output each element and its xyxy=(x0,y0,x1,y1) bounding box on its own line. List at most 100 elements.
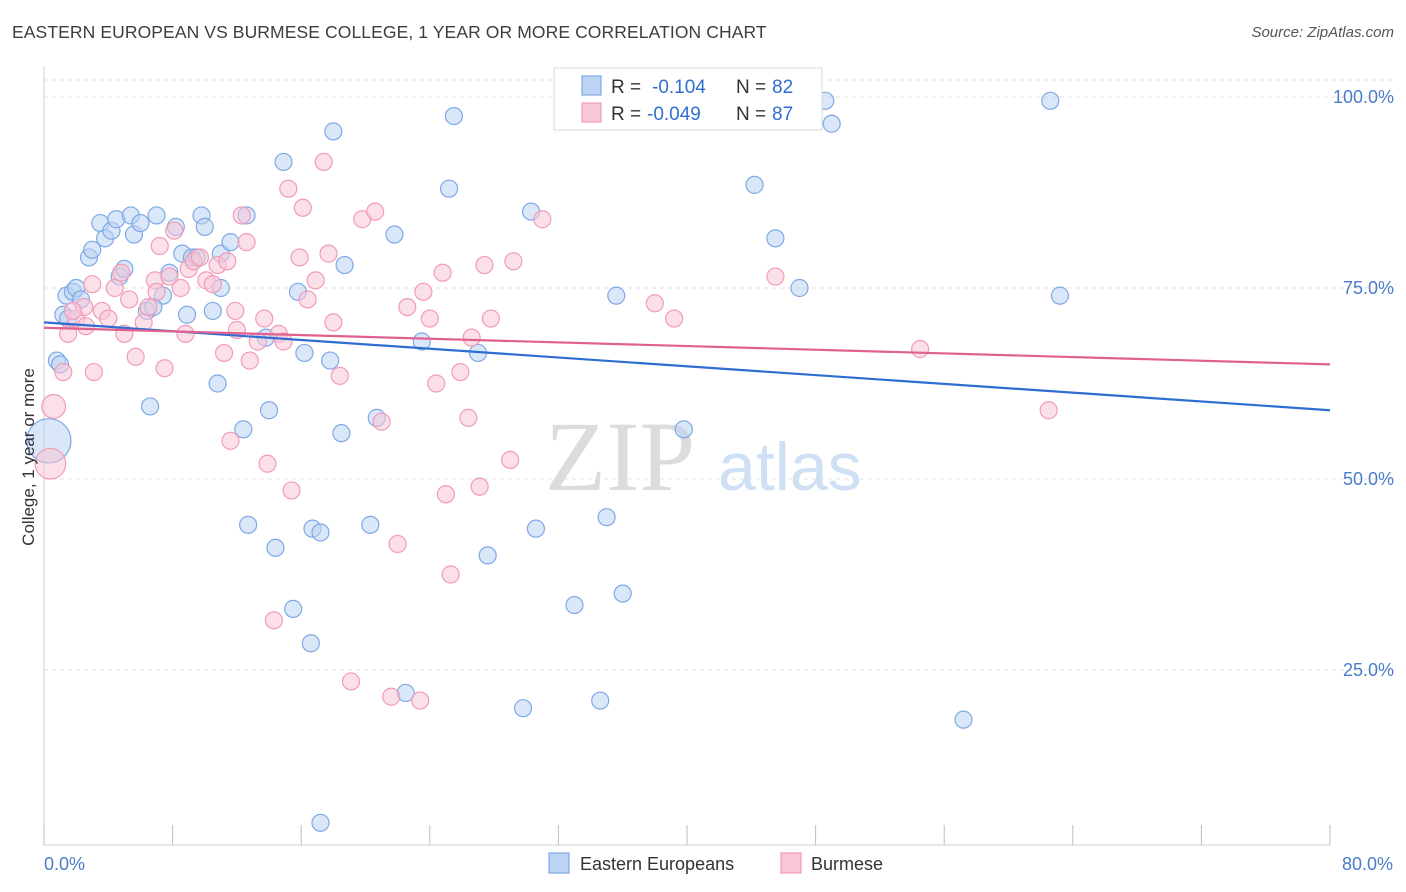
burmese-point xyxy=(366,202,385,221)
gridlines xyxy=(44,79,1395,671)
series-burmese-points xyxy=(34,87,1058,710)
eastern-europeans-point xyxy=(361,515,380,534)
eastern-europeans-point xyxy=(140,397,160,416)
burmese-point xyxy=(533,210,552,229)
eastern-europeans-point xyxy=(444,106,464,126)
stats-legend-swatch-eastern xyxy=(581,75,602,96)
burmese-point xyxy=(475,255,494,275)
eastern-europeans-point xyxy=(266,538,285,557)
eastern-europeans-point xyxy=(822,114,841,133)
stats-n-label-eastern: N = xyxy=(736,77,766,98)
burmese-point xyxy=(150,236,169,256)
burmese-point xyxy=(155,359,174,378)
burmese-point xyxy=(99,309,118,328)
burmese-point xyxy=(279,179,298,198)
burmese-point xyxy=(306,271,325,290)
eastern-europeans-point xyxy=(239,515,258,534)
burmese-point xyxy=(293,198,312,217)
axes xyxy=(43,66,1331,846)
burmese-point xyxy=(84,362,103,382)
burmese-point xyxy=(665,309,684,328)
eastern-europeans-point xyxy=(177,305,197,324)
eastern-europeans-point xyxy=(335,255,354,275)
stats-legend: R = -0.104 N = 82 R = -0.049 N = 87 xyxy=(553,67,823,131)
eastern-europeans-point xyxy=(295,343,314,363)
trendlines xyxy=(43,321,1331,412)
eastern-europeans-point xyxy=(234,420,253,439)
y-tick-label: 25.0% xyxy=(1343,660,1394,680)
chart-source: Source: ZipAtlas.com xyxy=(1251,24,1394,41)
burmese-point xyxy=(240,351,259,370)
burmese-point xyxy=(910,340,930,359)
burmese-point xyxy=(420,309,439,328)
burmese-point xyxy=(165,221,184,240)
tick-labels: 25.0% 50.0% 75.0% 100.0% 0.0% 80.0% xyxy=(44,87,1394,874)
watermark-atlas: atlas xyxy=(718,429,862,505)
y-tick-label: 50.0% xyxy=(1343,469,1394,489)
burmese-point xyxy=(112,263,131,282)
eastern-europeans-point xyxy=(478,546,497,565)
burmese-point xyxy=(63,301,83,321)
eastern-europeans-point xyxy=(513,699,533,718)
eastern-europeans-point xyxy=(324,122,343,141)
watermark: ZIP atlas xyxy=(545,401,862,512)
burmese-point xyxy=(226,301,245,321)
burmese-point xyxy=(504,252,523,271)
eastern-europeans-point xyxy=(301,634,320,653)
burmese-point xyxy=(171,278,190,298)
eastern-europeans-point xyxy=(274,152,293,172)
legend-swatch-burmese xyxy=(780,852,802,874)
chart-title: EASTERN EUROPEAN VS BURMESE COLLEGE, 1 Y… xyxy=(12,22,767,42)
stats-n-label-burmese: N = xyxy=(736,104,766,125)
stats-n-value-burmese: 87 xyxy=(772,104,793,125)
burmese-point xyxy=(147,282,166,301)
burmese-point xyxy=(41,393,67,419)
burmese-point xyxy=(160,267,179,286)
burmese-point xyxy=(232,206,251,225)
stats-r-label-burmese: R = xyxy=(611,104,641,125)
y-axis-title: College, 1 year or more xyxy=(19,368,38,546)
eastern-europeans-point xyxy=(83,240,102,259)
eastern-europeans-point xyxy=(321,351,340,370)
burmese-point xyxy=(264,611,283,630)
burmese-point xyxy=(120,290,139,309)
burmese-point xyxy=(139,298,158,317)
eastern-europeans-point xyxy=(385,225,404,244)
burmese-point xyxy=(382,687,401,706)
legend-swatch-eastern-europeans xyxy=(548,852,570,874)
y-tick-label: 100.0% xyxy=(1333,87,1394,107)
stats-r-value-eastern: -0.104 xyxy=(652,77,706,98)
burmese-point xyxy=(190,248,210,267)
burmese-point xyxy=(451,362,470,382)
eastern-europeans-point xyxy=(1041,91,1060,110)
burmese-point xyxy=(324,313,343,332)
burmese-point xyxy=(54,362,73,382)
burmese-point xyxy=(282,481,301,500)
eastern-europeans-point xyxy=(565,595,584,615)
burmese-point xyxy=(290,248,309,267)
burmese-point xyxy=(83,275,102,294)
eastern-europeans-point xyxy=(613,584,632,603)
eastern-europeans-point xyxy=(195,217,214,236)
eastern-europeans-point xyxy=(131,213,150,233)
burmese-point xyxy=(501,450,520,469)
burmese-point xyxy=(436,485,455,504)
watermark-zip: ZIP xyxy=(545,401,695,512)
burmese-point xyxy=(176,324,195,343)
eastern-europeans-point xyxy=(607,286,626,305)
eastern-europeans-point xyxy=(954,710,973,729)
burmese-point xyxy=(1039,401,1058,420)
burmese-point xyxy=(398,298,417,317)
eastern-europeans-point xyxy=(311,523,330,542)
bottom-legend: Eastern Europeans Burmese xyxy=(548,852,883,874)
eastern-europeans-point xyxy=(790,278,809,298)
burmese-point xyxy=(274,332,293,351)
eastern-europeans-point xyxy=(259,401,279,420)
burmese-point xyxy=(766,267,785,286)
eastern-europeans-point xyxy=(1050,286,1070,305)
trendline-burmese xyxy=(43,326,1331,366)
eastern-europeans-point xyxy=(745,175,764,194)
eastern-europeans-point xyxy=(766,229,785,248)
eastern-europeans-point xyxy=(221,233,240,252)
